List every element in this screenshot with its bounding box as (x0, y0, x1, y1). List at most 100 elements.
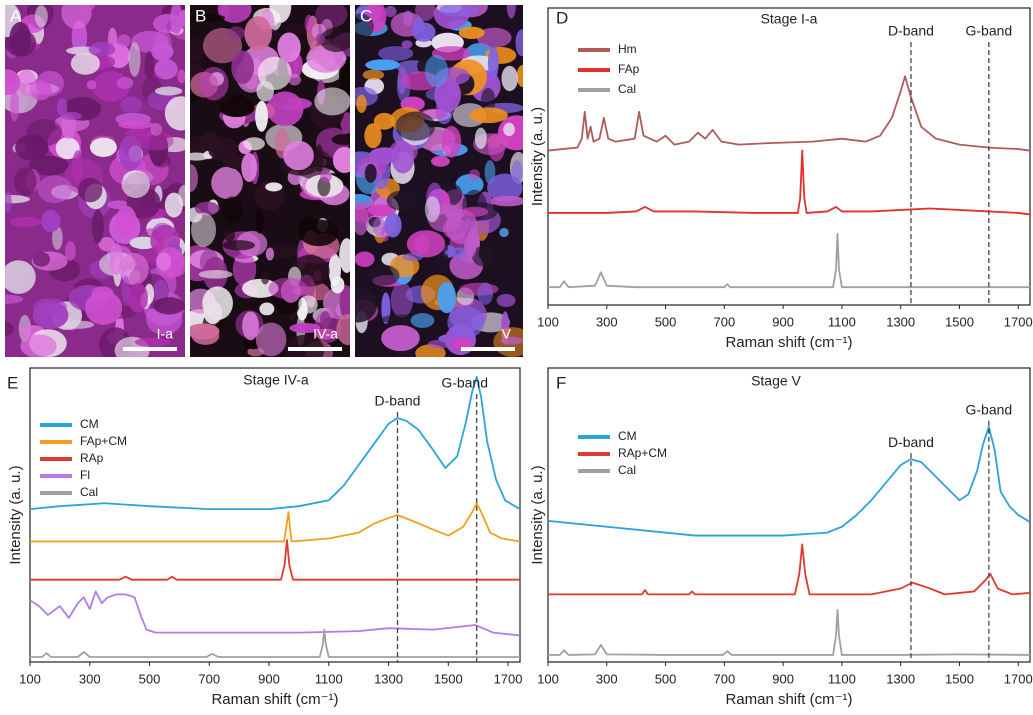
photo-grain (373, 112, 395, 130)
photo-grain (208, 137, 239, 161)
photo-grain (199, 248, 219, 275)
photo-grain (28, 155, 69, 176)
photo-grain (441, 125, 462, 158)
photo-grain (241, 278, 279, 298)
panel-letter: D (556, 8, 568, 27)
photo-grain (156, 252, 172, 271)
photo-grain (121, 275, 130, 305)
photo-grain (178, 184, 185, 207)
x-tick-label: 100 (537, 314, 559, 329)
photo-grain (120, 96, 143, 114)
chart-title: Stage V (751, 373, 801, 389)
photo-grain (198, 270, 233, 279)
photo-grain (222, 240, 256, 251)
x-tick-label: 700 (713, 671, 735, 686)
photo-grain (164, 96, 185, 131)
photo-grain (458, 26, 485, 40)
photo-grain (391, 141, 415, 174)
spectrum-line (29, 375, 521, 511)
photo-grain (362, 69, 385, 81)
photo-grain (261, 271, 270, 285)
photo-grain (490, 195, 523, 207)
photo-grain (401, 40, 413, 49)
photo-grain (283, 140, 314, 171)
photo-grain (277, 32, 301, 63)
photo-grain (501, 65, 518, 92)
photo-grain (151, 42, 174, 61)
photo-grain (259, 302, 275, 316)
photo-grain (288, 73, 302, 86)
photo-grain (241, 152, 258, 182)
photo-grain (447, 306, 485, 339)
x-tick-label: 500 (655, 314, 677, 329)
photo-grain (356, 94, 367, 114)
photo-grain (386, 190, 418, 211)
photo-grain (468, 169, 480, 181)
plot-frame (29, 367, 521, 663)
photo-grain (298, 295, 318, 314)
x-tick-label: 900 (772, 671, 794, 686)
x-tick-label: 700 (713, 314, 735, 329)
photo-grain (500, 336, 523, 345)
legend-label: Cal (80, 485, 98, 499)
chart-title: Stage IV-a (243, 372, 309, 388)
photo-grain (364, 163, 377, 183)
photo-grain (56, 97, 68, 117)
photo-grain (406, 230, 446, 258)
photo-grain (402, 252, 424, 262)
photo-grain (390, 282, 414, 318)
spectrum-line (29, 590, 521, 637)
photo-grain (20, 334, 57, 357)
photo-grain (41, 209, 61, 233)
photo-grain (88, 41, 116, 57)
photo-grain (5, 294, 24, 304)
photo-grain (170, 5, 183, 35)
photo-grain (365, 59, 400, 71)
photo-grain (499, 227, 509, 238)
photo-grain (487, 133, 506, 162)
panel-letter: F (556, 373, 566, 392)
spectrum-line (548, 609, 1031, 656)
y-axis-label: Intensity (a. u.) (529, 107, 546, 206)
photo-grain (217, 5, 252, 23)
photo-grain (128, 42, 141, 77)
photo-grain (515, 29, 523, 57)
photo-grain (61, 111, 82, 121)
photo-grain (336, 314, 350, 346)
photo-grain (16, 69, 37, 97)
photo-grain (242, 311, 259, 341)
photo-grain (190, 37, 206, 63)
x-tick-label: 500 (655, 671, 677, 686)
photo-grain (384, 212, 402, 238)
photo-stage: I-a (157, 326, 174, 342)
photo-grain (232, 252, 257, 287)
photo-grain (91, 209, 104, 244)
x-tick-label: 1500 (945, 314, 974, 329)
photo-grain (86, 80, 97, 90)
photo-grain (194, 201, 220, 216)
photo-grain (89, 137, 117, 157)
photo-grain (9, 21, 31, 57)
x-tick-label: 900 (772, 314, 794, 329)
legend-label: Hm (618, 42, 637, 56)
photomicrograph (5, 5, 185, 357)
photo-grain (5, 260, 36, 294)
photo-label: B (195, 6, 206, 25)
photo-stage: IV-a (313, 326, 338, 342)
photo-grain (477, 282, 494, 305)
photo-grain (115, 205, 137, 238)
spectrum-line (548, 149, 1031, 216)
photo-grain (452, 338, 472, 350)
photo-grain (480, 87, 496, 114)
photo-grain (364, 123, 382, 149)
photo-grain (516, 65, 523, 88)
photo-grain (298, 219, 339, 247)
legend-label: RAp (80, 451, 104, 465)
photo-grain (304, 14, 314, 33)
photo-grain (152, 153, 172, 168)
x-axis-label: Raman shift (cm⁻¹) (211, 691, 338, 708)
photo-grain (255, 100, 268, 132)
legend-label: FAp+CM (80, 434, 127, 448)
legend-label: RAp+CM (618, 446, 667, 460)
x-tick-label: 1700 (1004, 671, 1033, 686)
